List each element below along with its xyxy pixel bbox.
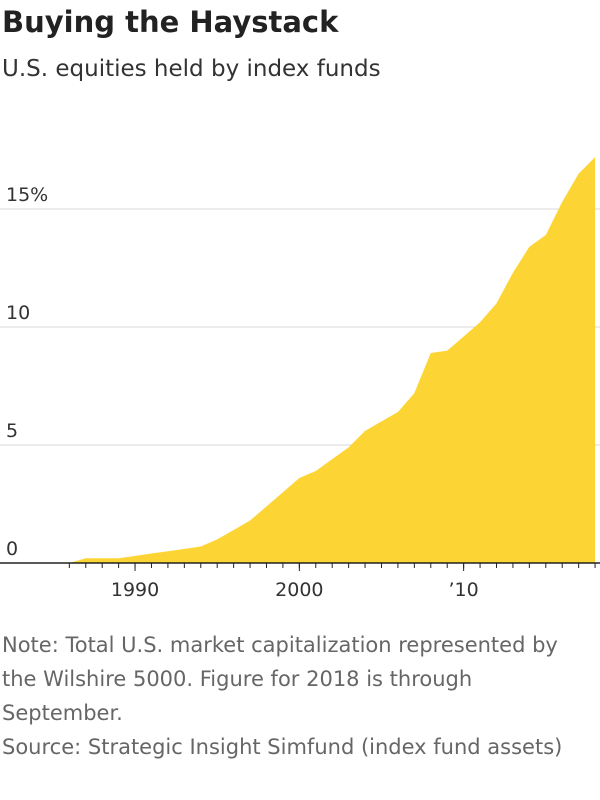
chart: Buying the Haystack U.S. equities held b… xyxy=(0,5,600,601)
note: Source: Strategic Insight Simfund (index… xyxy=(2,735,563,759)
y-tick-label: 10 xyxy=(6,302,30,324)
y-tick-label: 0 xyxy=(6,538,18,560)
x-tick-label: ’10 xyxy=(449,579,479,601)
x-tick-label: 2000 xyxy=(275,579,323,601)
x-tick-label: 1990 xyxy=(111,579,159,601)
chart-subtitle: U.S. equities held by index funds xyxy=(2,56,381,82)
note: Note: Total U.S. market capitalization r… xyxy=(2,633,558,725)
notes: Note: Total U.S. market capitalization r… xyxy=(2,628,592,764)
area xyxy=(69,157,596,563)
y-tick-label: 5 xyxy=(6,420,18,442)
y-tick-label: 15% xyxy=(6,184,48,206)
chart-title: Buying the Haystack xyxy=(2,5,339,39)
